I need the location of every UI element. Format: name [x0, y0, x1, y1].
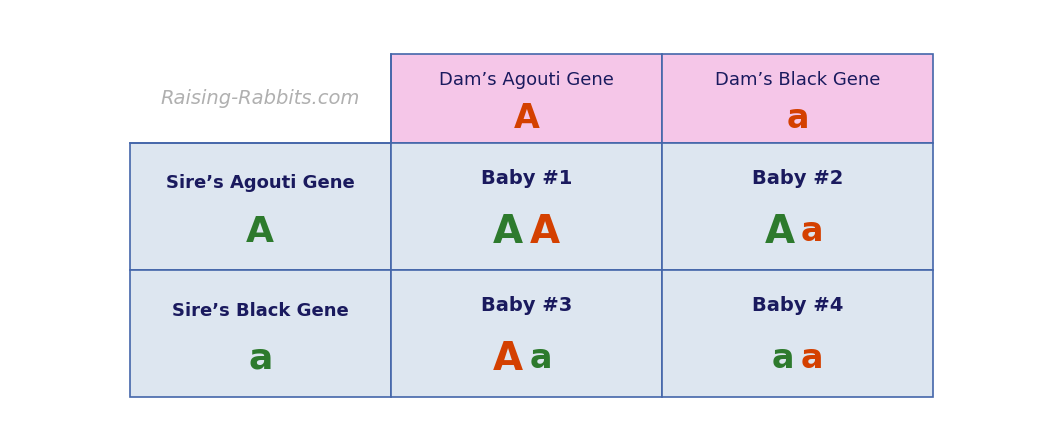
Text: a: a — [248, 342, 273, 376]
Text: a: a — [530, 343, 552, 376]
Bar — [130, 54, 391, 143]
Bar — [662, 54, 933, 143]
Text: A: A — [530, 213, 560, 251]
Text: Raising-Rabbits.com: Raising-Rabbits.com — [161, 89, 360, 107]
Bar — [130, 143, 391, 270]
Text: Dam’s Black Gene: Dam’s Black Gene — [714, 71, 880, 89]
Text: Baby #3: Baby #3 — [481, 296, 572, 315]
Text: A: A — [246, 215, 274, 249]
Text: Dam’s Agouti Gene: Dam’s Agouti Gene — [439, 71, 614, 89]
Text: a: a — [772, 343, 794, 376]
Text: a: a — [801, 343, 823, 376]
Bar — [391, 270, 662, 397]
Text: A: A — [513, 102, 539, 135]
Text: Baby #1: Baby #1 — [481, 169, 572, 188]
Text: a: a — [786, 102, 809, 135]
Text: Sire’s Black Gene: Sire’s Black Gene — [172, 301, 348, 319]
Bar — [391, 143, 662, 270]
Text: A: A — [764, 213, 794, 251]
Text: Sire’s Agouti Gene: Sire’s Agouti Gene — [166, 174, 355, 193]
Bar — [662, 143, 933, 270]
Bar — [662, 270, 933, 397]
Text: a: a — [801, 215, 823, 248]
Text: A: A — [494, 340, 524, 378]
Text: Baby #2: Baby #2 — [752, 169, 843, 188]
Text: A: A — [494, 213, 524, 251]
Text: Baby #4: Baby #4 — [752, 296, 843, 315]
Bar — [391, 54, 662, 143]
Bar — [130, 270, 391, 397]
